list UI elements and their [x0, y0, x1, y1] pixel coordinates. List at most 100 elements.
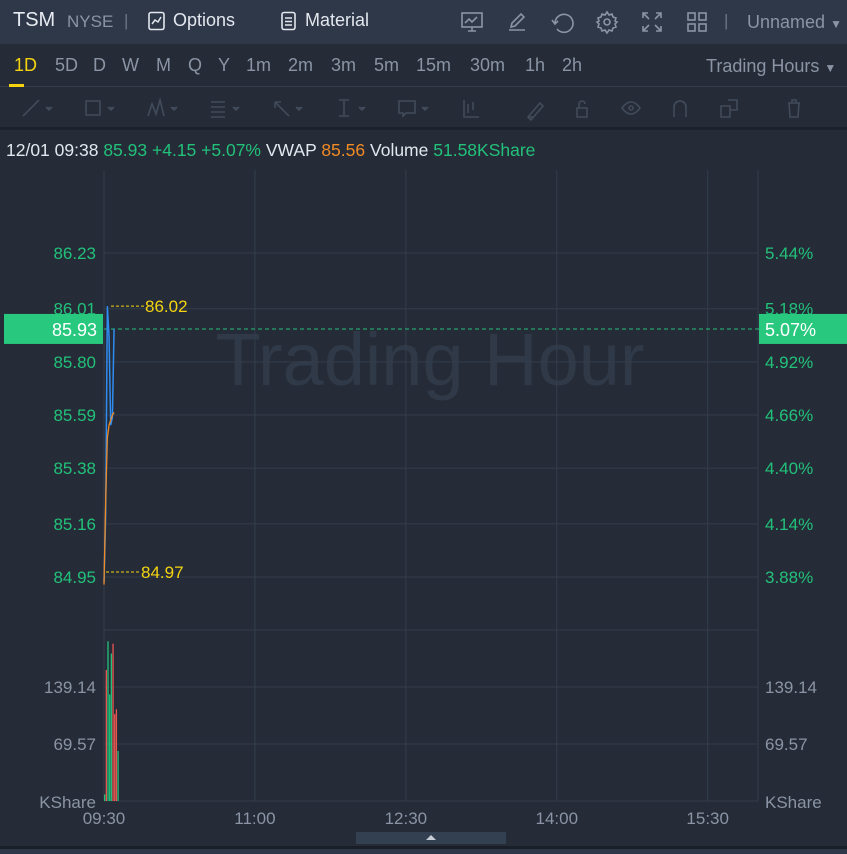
- x-tick-label: 14:00: [535, 809, 578, 828]
- material-label: Material: [305, 10, 370, 30]
- timeframe-1m[interactable]: 1m: [246, 55, 272, 75]
- current-price-label: 85.93: [52, 320, 97, 340]
- volume-bar: [107, 641, 109, 801]
- arrow-tool-icon[interactable]: [270, 97, 303, 119]
- caret-down-icon: ▼: [824, 61, 837, 75]
- timeframe-2h[interactable]: 2h: [562, 55, 583, 75]
- volume-bar: [110, 653, 113, 801]
- percent-tick-label: 5.44%: [765, 244, 813, 263]
- symbol[interactable]: TSM: [13, 9, 56, 31]
- volume-tick-label: 69.57: [53, 735, 96, 754]
- watermark: Trading Hour: [215, 318, 644, 401]
- price-tick-label: 85.16: [53, 515, 96, 534]
- vwap-line: [103, 412, 115, 585]
- change-percent: +5.07%: [201, 140, 261, 160]
- timeframe-2m[interactable]: 2m: [288, 55, 314, 75]
- layout-selector[interactable]: Unnamed ▼: [747, 12, 842, 33]
- trading-hours-selector[interactable]: Trading Hours ▼: [706, 56, 836, 77]
- timeframe-30m[interactable]: 30m: [470, 55, 506, 75]
- eye-icon[interactable]: [620, 97, 642, 119]
- rectangle-tool-icon[interactable]: [82, 97, 115, 119]
- caret-up-icon: [426, 835, 436, 840]
- header: TSM NYSE | Options Material | Unnamed ▼: [0, 0, 847, 44]
- divider: |: [724, 11, 729, 30]
- timeframe-bar: Trading Hours ▼ 1D 5D D W M Q Y 1m 2m 3m 5m 15m 30m 1…: [0, 44, 847, 87]
- low-label: 84.97: [141, 563, 184, 582]
- pencil-icon[interactable]: [524, 97, 546, 122]
- x-tick-label: 09:30: [83, 809, 126, 828]
- volume-unit-label: KShare: [39, 793, 96, 812]
- timeframe-5D[interactable]: 5D: [55, 55, 79, 75]
- clone-icon[interactable]: [718, 97, 740, 119]
- fullscreen-icon[interactable]: [640, 10, 664, 34]
- high-label: 86.02: [145, 297, 188, 316]
- percent-tick-label: 4.40%: [765, 459, 813, 478]
- price-tick-label: 85.80: [53, 353, 96, 372]
- percent-tick-label: 3.88%: [765, 568, 813, 587]
- grid-layout-icon[interactable]: [685, 10, 709, 34]
- magnet-icon[interactable]: [669, 97, 691, 119]
- volume-bar: [109, 694, 111, 801]
- x-tick-label: 11:00: [234, 809, 275, 828]
- drawing-toolbar: [0, 87, 847, 130]
- timeframe-15m[interactable]: 15m: [416, 55, 452, 75]
- options-label: Options: [173, 10, 236, 30]
- volume-label: Volume: [370, 140, 429, 160]
- percent-tick-label: 4.14%: [765, 515, 813, 534]
- quote-info: 12/01 09:38 85.93 +4.15 +5.07% VWAP 85.5…: [6, 140, 535, 161]
- edit-icon[interactable]: [505, 10, 529, 34]
- layout-name: Unnamed: [747, 12, 826, 32]
- timeframe-D[interactable]: D: [93, 55, 106, 75]
- exchange: NYSE: [67, 12, 114, 31]
- options-button[interactable]: Options: [147, 10, 235, 31]
- price-tick-label: 85.59: [53, 406, 96, 425]
- timeframe-Y[interactable]: Y: [218, 55, 231, 75]
- caret-down-icon: ▼: [830, 17, 842, 31]
- volume-bar: [115, 709, 118, 801]
- bottom-bar: [0, 846, 847, 854]
- refresh-icon[interactable]: [550, 10, 574, 34]
- timeframe-3m[interactable]: 3m: [331, 55, 357, 75]
- fibonacci-tool-icon[interactable]: [207, 97, 240, 119]
- timeframe-5m[interactable]: 5m: [374, 55, 400, 75]
- timeframe-1D[interactable]: 1D: [14, 55, 38, 75]
- price-tick-label: 86.23: [53, 244, 96, 263]
- active-tab-indicator: [9, 84, 24, 87]
- datetime: 12/01 09:38: [6, 140, 99, 160]
- x-tick-label: 12:30: [385, 809, 428, 828]
- volume-tick-label: 139.14: [44, 678, 96, 697]
- volume-tick-label-right: 69.57: [765, 735, 808, 754]
- current-price-badge: [4, 313, 103, 344]
- volume-bar: [112, 643, 114, 801]
- timeframe-W[interactable]: W: [122, 55, 139, 75]
- volume-tick-label-right: 139.14: [765, 678, 817, 697]
- line-tool-icon[interactable]: [20, 97, 53, 119]
- price-tick-label: 85.38: [53, 459, 96, 478]
- volume-bar: [105, 669, 107, 801]
- trash-icon[interactable]: [783, 97, 805, 119]
- volume-value: 51.58KShare: [433, 140, 536, 160]
- gear-icon[interactable]: [595, 10, 619, 34]
- current-percent-label: 5.07%: [765, 320, 816, 340]
- candlestick-icon[interactable]: [459, 97, 481, 119]
- options-chart-icon: [148, 11, 165, 30]
- volume-bar: [104, 794, 106, 801]
- session-label: Trading Hours: [706, 56, 820, 76]
- text-tool-icon[interactable]: [396, 97, 429, 119]
- measure-tool-icon[interactable]: [333, 97, 366, 119]
- chart-monitor-icon[interactable]: [460, 10, 484, 34]
- timeframe-Q[interactable]: Q: [188, 55, 203, 75]
- volume-bar: [114, 714, 116, 801]
- material-button[interactable]: Material: [279, 10, 369, 31]
- timeframe-1h[interactable]: 1h: [525, 55, 546, 75]
- volume-unit-label-right: KShare: [765, 793, 822, 812]
- vwap-value: 85.56: [321, 140, 366, 160]
- lock-icon[interactable]: [571, 97, 593, 119]
- document-icon: [281, 11, 296, 30]
- pattern-tool-icon[interactable]: [145, 96, 178, 119]
- timeframe-M[interactable]: M: [156, 55, 171, 75]
- price-tick-label: 84.95: [53, 568, 96, 587]
- vwap-label: VWAP: [265, 140, 317, 160]
- percent-tick-label: 4.92%: [765, 353, 813, 372]
